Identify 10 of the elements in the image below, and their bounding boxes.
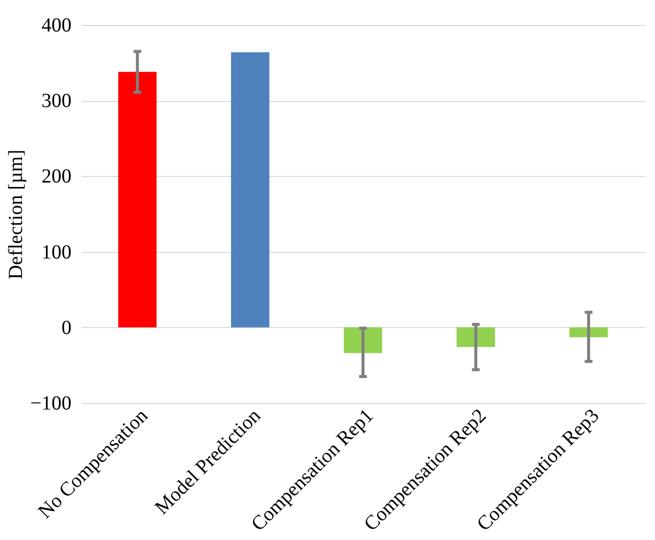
y-tick-label: 300 — [42, 90, 72, 112]
y-tick-label: 200 — [42, 166, 72, 188]
y-tick-label: −100 — [30, 392, 72, 414]
bar — [231, 52, 270, 328]
bar — [456, 327, 495, 348]
y-axis-title: Deflection [µm] — [5, 150, 28, 280]
y-tick-label: 400 — [42, 14, 72, 36]
bar — [118, 72, 157, 328]
y-tick-label: 100 — [42, 241, 72, 264]
y-tick-label: 0 — [62, 316, 72, 339]
